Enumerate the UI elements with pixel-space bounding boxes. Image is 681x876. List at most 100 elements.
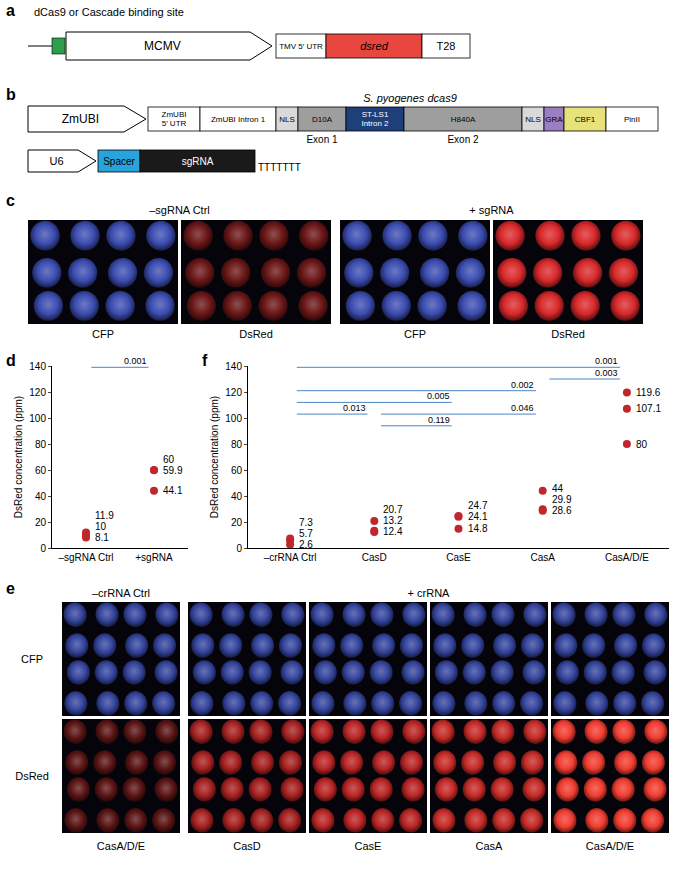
svg-text:Intron 2: Intron 2 [361, 119, 389, 128]
svg-text:DsRed concentration (ppm): DsRed concentration (ppm) [13, 396, 24, 518]
svg-text:20: 20 [231, 517, 243, 528]
svg-text:107.1: 107.1 [636, 403, 661, 414]
svg-text:U6: U6 [50, 155, 64, 167]
svg-text:80: 80 [231, 439, 243, 450]
svg-text:12.4: 12.4 [383, 526, 403, 537]
svg-text:DsRed: DsRed [551, 328, 585, 340]
svg-text:+ crRNA: + crRNA [408, 587, 451, 599]
svg-text:MCMV: MCMV [144, 39, 181, 53]
svg-text:CasD: CasD [362, 552, 387, 563]
svg-text:Spacer: Spacer [103, 156, 135, 167]
svg-text:d: d [6, 352, 16, 369]
svg-text:10: 10 [95, 521, 107, 532]
svg-text:DsRed concentration (ppm): DsRed concentration (ppm) [209, 396, 220, 518]
svg-text:sgRNA: sgRNA [182, 156, 214, 167]
svg-text:e: e [6, 580, 15, 597]
svg-text:40: 40 [231, 491, 243, 502]
svg-text:CasD: CasD [233, 840, 261, 852]
svg-text:11.9: 11.9 [95, 510, 114, 521]
svg-text:TMV 5′ UTR: TMV 5′ UTR [279, 42, 323, 51]
svg-text:CFP: CFP [21, 653, 43, 665]
svg-text:0.003: 0.003 [595, 368, 618, 378]
svg-text:CBF1: CBF1 [575, 115, 596, 124]
svg-text:ZmUBI: ZmUBI [162, 110, 187, 119]
svg-text:–sgRNA Ctrl: –sgRNA Ctrl [58, 552, 113, 563]
svg-text:60: 60 [163, 454, 175, 465]
svg-text:S. pyogenes dcas9: S. pyogenes dcas9 [363, 92, 457, 104]
svg-text:dCas9 or Cascade binding site: dCas9 or Cascade binding site [34, 6, 184, 18]
svg-text:0.001: 0.001 [595, 356, 618, 366]
svg-text:7.3: 7.3 [299, 517, 313, 528]
svg-text:24.1: 24.1 [468, 511, 488, 522]
svg-text:ZmUBI: ZmUBI [62, 112, 99, 126]
svg-text:CasA/D/E: CasA/D/E [586, 840, 634, 852]
svg-text:NLS: NLS [279, 115, 295, 124]
svg-text:–crRNA Ctrl: –crRNA Ctrl [264, 552, 317, 563]
svg-text:CasA/D/E: CasA/D/E [605, 552, 649, 563]
svg-text:140: 140 [29, 361, 46, 372]
svg-text:Exon 1: Exon 1 [306, 134, 338, 145]
svg-text:CFP: CFP [404, 328, 426, 340]
svg-text:0: 0 [40, 543, 46, 554]
svg-text:H840A: H840A [451, 115, 476, 124]
svg-text:80: 80 [636, 439, 648, 450]
svg-text:44.1: 44.1 [163, 485, 183, 496]
svg-text:DsRed: DsRed [239, 328, 273, 340]
svg-text:–sgRNA Ctrl: –sgRNA Ctrl [149, 204, 210, 216]
svg-text:f: f [202, 352, 208, 369]
svg-text:29.9: 29.9 [552, 494, 572, 505]
svg-text:a: a [6, 2, 15, 19]
svg-text:0.002: 0.002 [511, 380, 534, 390]
svg-text:0.001: 0.001 [124, 356, 147, 366]
svg-text:0.013: 0.013 [343, 403, 366, 413]
svg-text:b: b [6, 86, 16, 103]
svg-text:5′ UTR: 5′ UTR [162, 119, 187, 128]
svg-text:40: 40 [35, 491, 47, 502]
svg-text:59.9: 59.9 [163, 465, 183, 476]
svg-text:T28: T28 [437, 40, 456, 52]
svg-text:+sgRNA: +sgRNA [135, 552, 173, 563]
svg-text:2.6: 2.6 [299, 539, 313, 550]
svg-text:140: 140 [225, 361, 242, 372]
svg-text:D10A: D10A [312, 115, 333, 124]
svg-text:44: 44 [552, 483, 564, 494]
svg-text:20: 20 [35, 517, 47, 528]
svg-text:CasA: CasA [476, 840, 504, 852]
svg-text:Exon 2: Exon 2 [447, 134, 479, 145]
svg-text:ST-LS1: ST-LS1 [362, 110, 389, 119]
svg-text:TTTTTTT: TTTTTTT [258, 162, 301, 173]
svg-text:+ sgRNA: + sgRNA [469, 204, 514, 216]
svg-text:dsred: dsred [360, 40, 388, 52]
svg-text:14.8: 14.8 [468, 523, 488, 534]
svg-text:119.6: 119.6 [636, 387, 661, 398]
svg-text:5.7: 5.7 [299, 528, 313, 539]
svg-text:NLS: NLS [525, 115, 541, 124]
svg-text:0.046: 0.046 [511, 403, 534, 413]
svg-text:ZmUBI Intron 1: ZmUBI Intron 1 [211, 115, 266, 124]
svg-text:0: 0 [236, 543, 242, 554]
svg-text:13.2: 13.2 [383, 515, 403, 526]
svg-text:0.005: 0.005 [427, 391, 450, 401]
svg-text:CasE: CasE [446, 552, 471, 563]
svg-text:GRA: GRA [545, 115, 563, 124]
svg-text:120: 120 [225, 387, 242, 398]
svg-text:CasA/D/E: CasA/D/E [97, 840, 145, 852]
svg-text:–crRNA Ctrl: –crRNA Ctrl [92, 587, 150, 599]
svg-text:CasA: CasA [530, 552, 555, 563]
svg-text:DsRed: DsRed [15, 770, 49, 782]
svg-text:60: 60 [231, 465, 243, 476]
svg-text:120: 120 [29, 387, 46, 398]
svg-text:PinII: PinII [624, 115, 640, 124]
svg-text:80: 80 [35, 439, 47, 450]
svg-text:8.1: 8.1 [95, 532, 109, 543]
svg-text:0.119: 0.119 [428, 415, 450, 425]
svg-text:20.7: 20.7 [383, 504, 403, 515]
svg-text:100: 100 [225, 413, 242, 424]
svg-text:24.7: 24.7 [468, 500, 488, 511]
svg-text:CasE: CasE [355, 840, 382, 852]
svg-text:100: 100 [29, 413, 46, 424]
svg-text:28.6: 28.6 [552, 505, 572, 516]
svg-text:c: c [6, 192, 15, 209]
svg-text:60: 60 [35, 465, 47, 476]
svg-text:CFP: CFP [92, 328, 114, 340]
